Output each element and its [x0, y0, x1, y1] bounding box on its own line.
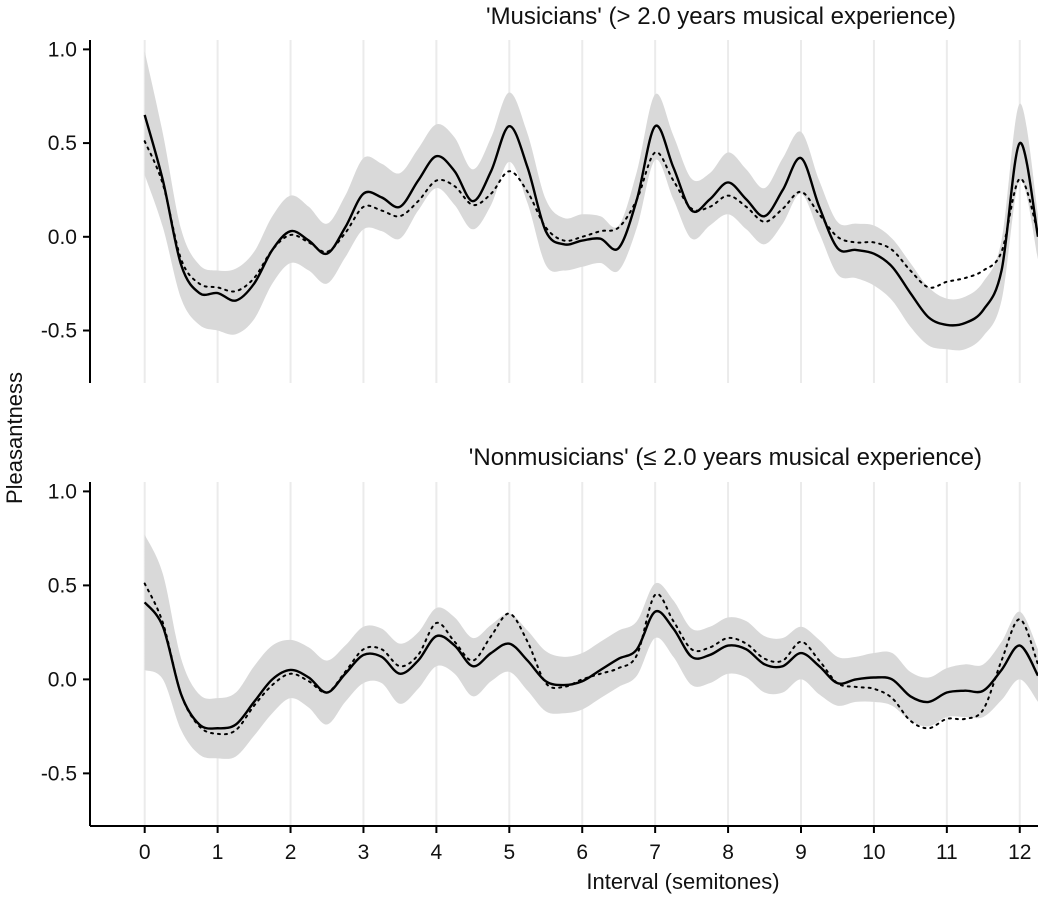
y-tick-label: 1.0 [48, 38, 77, 61]
x-tick-label: 1 [212, 841, 224, 864]
x-axis-label: Interval (semitones) [586, 869, 779, 894]
x-tick-label: 11 [936, 841, 958, 864]
y-tick-label: 1.0 [48, 480, 77, 503]
plot-area [143, 534, 1038, 759]
panel-title: 'Musicians' (> 2.0 years musical experie… [486, 3, 956, 30]
panel-title: 'Nonmusicians' (≤ 2.0 years musical expe… [469, 444, 982, 471]
x-tick-label: 12 [1008, 841, 1031, 864]
y-tick-label: 0.0 [48, 226, 77, 249]
panel-nonmusicians: -0.50.00.51.00 1 2 3 4 5 6 7 8 9 10 11 12'Nonmusicia… [41, 444, 1038, 864]
y-tick-label: -0.5 [41, 762, 77, 785]
x-tick-label: 2 [285, 841, 297, 864]
x-tick-label: 10 [862, 841, 885, 864]
y-tick-label: 0.5 [48, 132, 77, 155]
x-tick-label: 8 [722, 841, 734, 864]
y-tick-label: -0.5 [41, 320, 77, 343]
x-tick-label: 3 [358, 841, 370, 864]
series-line-dotted [143, 582, 1038, 736]
x-tick-label: 0 [139, 841, 151, 864]
x-tick-label: 7 [649, 841, 661, 864]
x-tick-label: 4 [431, 841, 443, 864]
y-axis-label: Pleasantness [2, 372, 27, 504]
plot-area [143, 51, 1038, 351]
confidence-band [144, 534, 1038, 759]
x-tick-label: 6 [576, 841, 588, 864]
y-tick-label: 0.0 [48, 668, 77, 691]
y-tick-label: 0.5 [48, 574, 77, 597]
x-tick-label: 9 [795, 841, 807, 864]
series-line-solid [143, 601, 1038, 730]
series-line-dotted [143, 140, 1038, 293]
series-line-solid [143, 114, 1038, 327]
confidence-band [144, 51, 1038, 351]
x-tick-label: 5 [503, 841, 515, 864]
panel-musicians: -0.5 0.0 0.5 1.0 'Musicians' (> 2.0 years mu… [41, 3, 1038, 383]
